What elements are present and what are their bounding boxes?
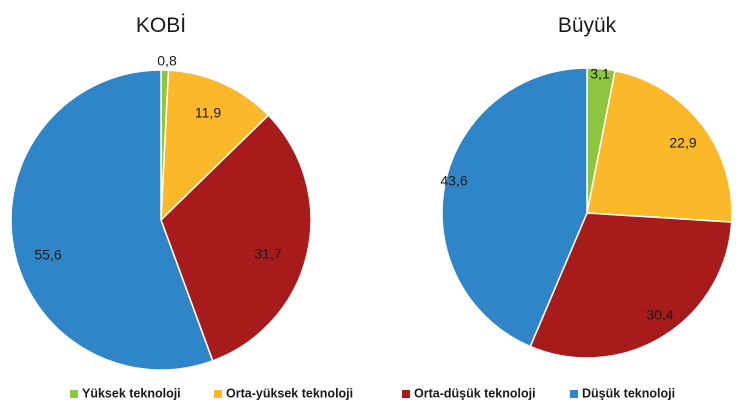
legend-label-orta-dusuk-teknoloji: Orta-düşük teknoloji: [414, 386, 536, 400]
legend-label-yuksek-teknoloji: Yüksek teknoloji: [82, 386, 181, 400]
data-label-buyuk-orta-yuksek-teknoloji: 22,9: [669, 135, 696, 151]
legend: Yüksek teknoloji Orta-yüksek teknoloji Ort…: [70, 386, 675, 400]
data-label-buyuk-orta-dusuk-teknoloji: 30,4: [646, 307, 673, 323]
data-label-kobi-orta-yuksek-teknoloji: 11,9: [195, 105, 221, 121]
data-label-buyuk-dusuk-teknoloji: 43,6: [440, 173, 467, 189]
pie-slice-buyuk-dusuk-teknoloji: [441, 67, 588, 348]
data-label-kobi-orta-dusuk-teknoloji: 31,7: [254, 246, 281, 262]
pie-slice-kobi-orta-dusuk-teknoloji: [160, 114, 312, 362]
pie-slice-buyuk-orta-dusuk-teknoloji: [529, 212, 733, 359]
legend-swatch-orta-dusuk-teknoloji: [402, 390, 410, 398]
pie-slice-kobi-dusuk-teknoloji: [10, 69, 214, 371]
legend-swatch-orta-yuksek-teknoloji: [214, 390, 222, 398]
legend-swatch-dusuk-teknoloji: [570, 390, 578, 398]
chart-title-buyuk: Büyük: [558, 14, 617, 37]
pie-kobi: 0,8 11,9 31,7 55,6: [10, 53, 312, 371]
pie-slice-kobi-orta-yuksek-teknoloji: [160, 69, 270, 221]
legend-swatch-yuksek-teknoloji: [70, 390, 78, 398]
pie-slice-buyuk-orta-yuksek-teknoloji: [586, 69, 733, 223]
data-label-kobi-dusuk-teknoloji: 55,6: [34, 247, 61, 263]
legend-label-orta-yuksek-teknoloji: Orta-yüksek teknoloji: [226, 386, 353, 400]
data-label-buyuk-yuksek-teknoloji: 3,1: [590, 66, 610, 82]
data-label-kobi-yuksek-teknoloji: 0,8: [157, 53, 177, 69]
legend-label-dusuk-teknoloji: Düşük teknoloji: [582, 386, 675, 400]
pie-buyuk: 3,1 22,9 30,4 43,6: [440, 66, 733, 359]
chart-title-kobi: KOBİ: [136, 14, 186, 37]
